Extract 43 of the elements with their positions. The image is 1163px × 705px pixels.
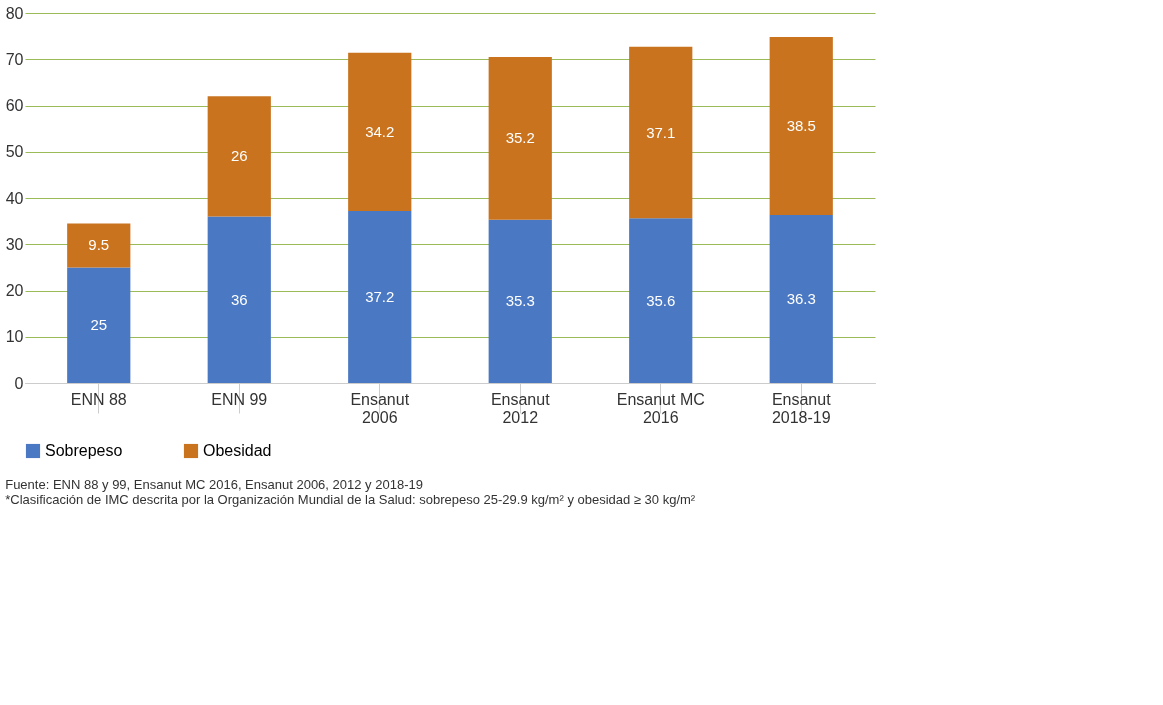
text: *Clasificación de IMC descrita por la Organización Mundial de la Salud: sobrepeso 25-29.9 kg/m² y obesidad ≥ 30 kg/m² <box>5 492 696 507</box>
bar <box>488 56 552 220</box>
x-tick-label: Ensanut 2012 <box>490 390 551 426</box>
data-label: 35.2 <box>505 129 535 147</box>
bar <box>769 37 833 216</box>
bar <box>348 52 412 211</box>
legend-label: Obesidad <box>203 442 272 459</box>
y-tick-label: 0 <box>14 374 24 392</box>
y-tick-label: 10 <box>5 328 24 346</box>
x-tick-label: Ensanut 2006 <box>350 390 410 426</box>
data-label: 36.3 <box>786 290 816 308</box>
data-label: 25 <box>90 316 108 334</box>
data-label: 26 <box>230 147 248 165</box>
data-label: 36 <box>230 290 248 308</box>
bar <box>67 223 131 268</box>
x-tick-label: Ensanut MC 2016 <box>616 390 705 426</box>
bar <box>629 46 693 219</box>
x-tick-label: ENN 88 <box>70 390 127 408</box>
y-tick-label: 50 <box>5 143 24 161</box>
data-label: 38.5 <box>786 117 816 135</box>
data-label: 37.1 <box>646 123 676 141</box>
bar <box>207 96 271 217</box>
source-note: Fuente: ENN 88 y 99, Ensanut MC 2016, Ensanut 2006, 2012 y 2018-19 <box>5 477 423 492</box>
y-tick-label: 20 <box>5 282 24 299</box>
data-label: 9.5 <box>88 236 110 254</box>
y-tick-label: 80 <box>5 4 24 22</box>
bar <box>348 210 412 383</box>
legend-label: Sobrepeso <box>45 442 123 459</box>
y-tick-label: 30 <box>5 235 24 253</box>
bar <box>769 215 833 383</box>
bar <box>207 216 271 383</box>
x-tick-label: Ensanut 2018-19 <box>771 390 832 426</box>
data-label: 35.6 <box>646 291 676 309</box>
bar <box>629 218 693 383</box>
bar <box>67 267 131 383</box>
data-label: 35.3 <box>505 292 535 310</box>
y-tick-label: 70 <box>5 50 24 68</box>
y-tick-label: 60 <box>5 97 24 114</box>
data-label: 37.2 <box>365 287 395 305</box>
bar <box>488 219 552 383</box>
x-tick-label: ENN 99 <box>211 390 268 408</box>
y-tick-label: 40 <box>5 189 24 207</box>
data-label: 34.2 <box>365 122 395 140</box>
